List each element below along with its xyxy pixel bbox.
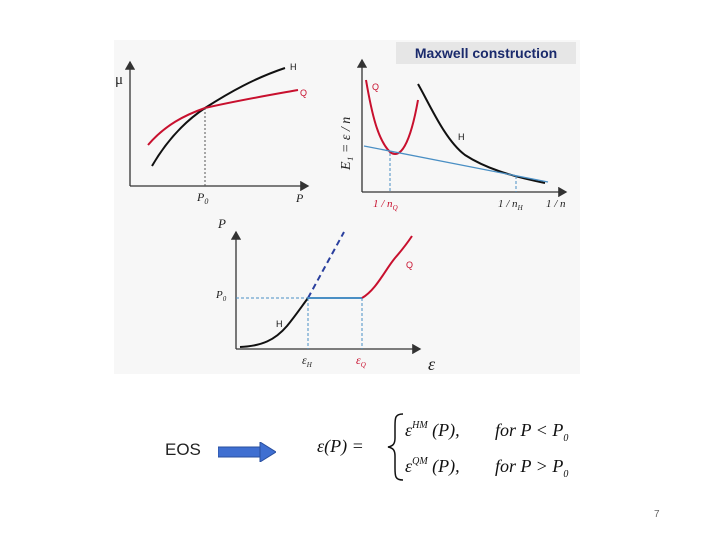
b-x-label: ε xyxy=(428,354,436,374)
eos-label: EOS xyxy=(165,440,201,459)
b-x-tick-eh: εH xyxy=(302,353,313,369)
eos-equation: ε(P) = εHM (P), for P < P0 εQM (P), for … xyxy=(317,413,568,481)
right-arrow-icon xyxy=(218,442,276,462)
tr-x-label: 1 / n xyxy=(546,198,566,210)
title-bar xyxy=(396,42,576,64)
tl-x-label: P xyxy=(295,191,304,205)
figure-panel xyxy=(114,40,580,374)
page-number: 7 xyxy=(654,509,660,520)
equation-lhs: ε(P) = xyxy=(317,436,364,457)
b-curve-q-label: Q xyxy=(406,260,413,270)
tr-tangent-line xyxy=(363,145,549,183)
equation-case2: εQM (P), xyxy=(405,456,460,477)
top-left-plot: μ H Q P0 P xyxy=(115,60,310,206)
b-hadron-extension-dashed xyxy=(307,231,345,299)
panel-title: Maxwell construction xyxy=(415,45,557,61)
tr-x-tick-nh: 1 / nH xyxy=(498,198,524,212)
tr-y-label: E₁ = ε / n xyxy=(339,117,354,171)
equation-case1-condition: for P < P0 xyxy=(495,420,568,444)
tl-curve-h-label: H xyxy=(290,62,297,72)
b-hadron-curve xyxy=(239,297,309,348)
tr-curve-q-label: Q xyxy=(372,82,379,92)
tl-x-tick-p0: P0 xyxy=(196,190,208,206)
bottom-plot: P P0 Q H εH εQ ε xyxy=(215,216,436,374)
tr-quark-curve xyxy=(365,79,419,155)
tl-y-label: μ xyxy=(115,72,123,88)
equation-case2-condition: for P > P0 xyxy=(495,456,568,480)
tl-curve-q-label: Q xyxy=(300,88,307,98)
maxwell-construction-figure: Maxwell construction μ H Q P0 P E₁ = ε /… xyxy=(114,40,580,374)
equation-brace xyxy=(387,413,404,481)
b-y-tick-p0: P0 xyxy=(215,289,227,303)
tl-quark-curve xyxy=(147,89,299,146)
b-x-tick-eq: εQ xyxy=(356,353,366,369)
b-curve-h-label: H xyxy=(276,319,283,329)
tr-x-tick-nq: 1 / nQ xyxy=(373,198,398,212)
top-right-plot: E₁ = ε / n Q H 1 / nQ 1 / nH 1 / n xyxy=(339,58,568,212)
tr-curve-h-label: H xyxy=(458,132,465,142)
equation-case1: εHM (P), xyxy=(405,420,460,441)
b-quark-curve xyxy=(361,235,413,299)
b-y-label: P xyxy=(217,216,226,231)
